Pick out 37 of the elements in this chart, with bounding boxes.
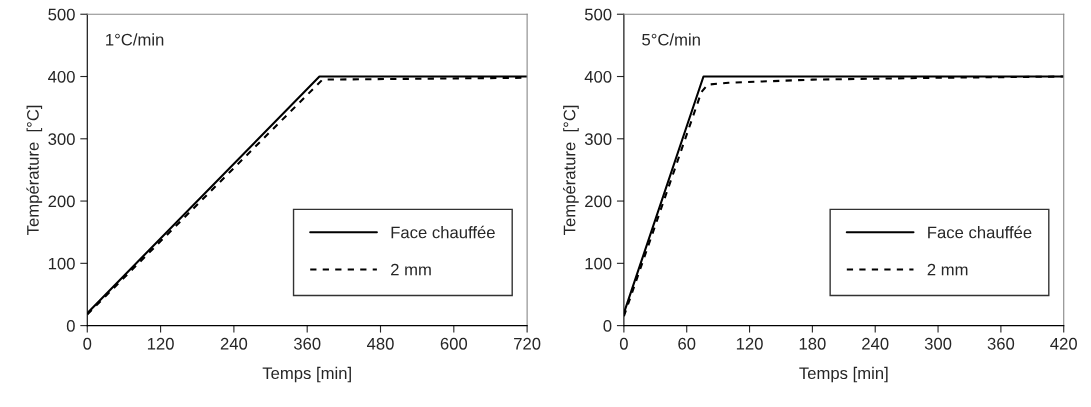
y-tick-label: 200 bbox=[48, 195, 75, 208]
x-axis-title: Temps [min] bbox=[262, 366, 351, 383]
x-tick-label: 360 bbox=[987, 337, 1015, 350]
legend-label: 2 mm bbox=[927, 263, 968, 276]
x-tick-label: 600 bbox=[440, 337, 468, 350]
x-tick-label: 120 bbox=[736, 337, 763, 350]
x-tick-label: 480 bbox=[366, 337, 394, 350]
x-tick-label: 720 bbox=[514, 337, 541, 350]
x-tick-label: 0 bbox=[83, 337, 92, 350]
x-tick-label: 300 bbox=[924, 337, 952, 350]
annotation: 5°C/min bbox=[642, 33, 700, 46]
x-tick-label: 0 bbox=[619, 337, 628, 350]
x-tick-label: 240 bbox=[220, 337, 248, 350]
y-tick-label: 300 bbox=[48, 133, 75, 145]
y-axis-title: Température [°C] bbox=[26, 105, 43, 235]
y-tick-label: 300 bbox=[584, 133, 612, 145]
y-tick-label: 100 bbox=[585, 257, 612, 270]
y-tick-label: 500 bbox=[584, 8, 612, 21]
y-tick-label: 400 bbox=[48, 70, 75, 83]
x-tick-label: 180 bbox=[799, 337, 826, 350]
x-tick-label: 60 bbox=[678, 337, 696, 350]
y-tick-label: 0 bbox=[66, 320, 75, 332]
x-tick-label: 240 bbox=[862, 337, 889, 350]
x-axis-title: Temps [min] bbox=[799, 366, 888, 383]
y-tick-label: 100 bbox=[48, 257, 75, 270]
x-tick-label: 120 bbox=[147, 337, 174, 350]
y-tick-label: 200 bbox=[585, 195, 612, 208]
y-tick-label: 0 bbox=[603, 320, 612, 332]
x-tick-label: 360 bbox=[293, 337, 321, 350]
y-tick-label: 500 bbox=[48, 8, 75, 21]
x-tick-label: 420 bbox=[1050, 337, 1077, 350]
y-tick-label: 400 bbox=[584, 70, 612, 83]
annotation: 1°C/min bbox=[106, 33, 164, 46]
legend-label: 2 mm bbox=[391, 263, 431, 276]
legend-label: Face chauffée bbox=[391, 225, 495, 239]
y-axis-title: Température [°C] bbox=[562, 105, 579, 235]
legend-label: Face chauffée bbox=[928, 225, 1032, 239]
